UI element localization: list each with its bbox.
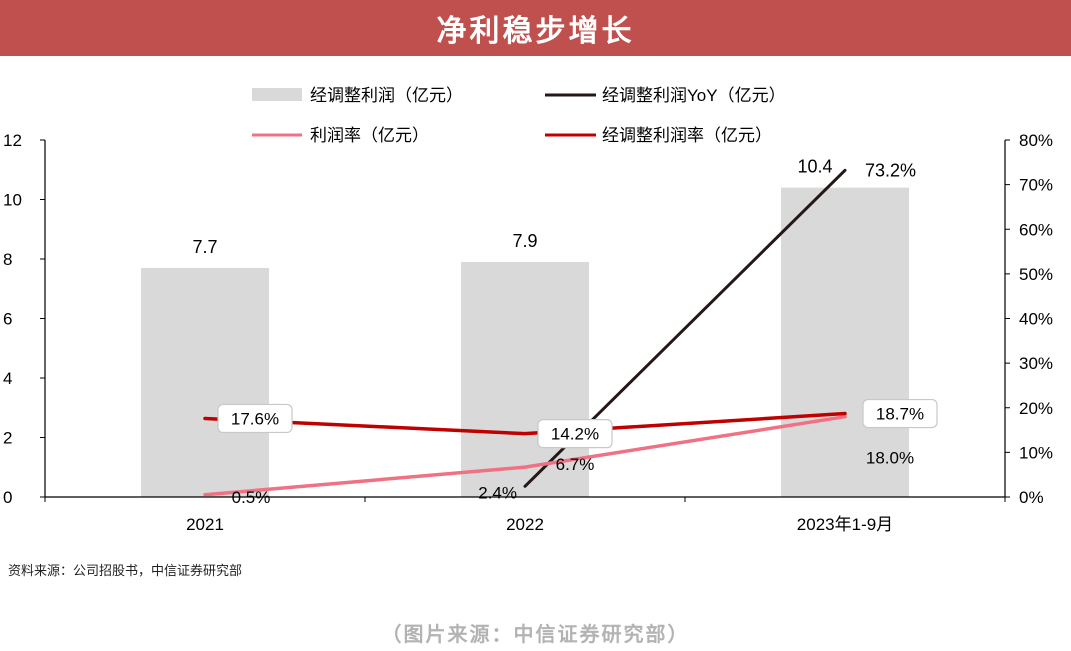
data-label: 73.2% [865,160,916,180]
title-banner: 净利稳步增长 [0,0,1071,56]
right-tick-label: 70% [1019,176,1053,195]
right-tick-label: 10% [1019,443,1053,462]
legend-label: 经调整利润率（亿元） [602,126,772,145]
data-label: 10.4 [797,157,832,177]
chart-title: 净利稳步增长 [436,14,635,49]
x-tick-label: 2023年1-9月 [797,515,893,534]
x-tick-label: 2022 [506,515,544,534]
right-tick-label: 80% [1019,131,1053,150]
left-tick-label: 10 [3,191,22,210]
right-tick-label: 20% [1019,399,1053,418]
image-caption: （图片来源：中信证券研究部） [381,622,690,646]
series-line [203,414,847,497]
left-tick-label: 12 [3,131,22,150]
right-tick-label: 40% [1019,310,1053,329]
source-note: 资料来源：公司招股书，中信证券研究部 [8,564,243,579]
data-label-box [217,403,293,434]
chart: 0 2 4 6 8 10 12 0% 10% 20% 30% 40% 50% 60% 70% 80% 2021 2… [3,86,1053,534]
data-label: 7.9 [512,231,537,251]
data-label-box [862,398,938,429]
right-tick-label: 30% [1019,354,1053,373]
data-label: 7.7 [192,237,217,257]
right-tick-label: 60% [1019,220,1053,239]
bar [461,261,589,497]
bar [781,187,909,497]
right-tick-label: 0% [1019,488,1044,507]
series-line [203,411,847,436]
data-label: 0.5% [232,488,271,507]
data-label: 17.6% [231,409,279,428]
x-tick-label: 2021 [186,515,224,534]
left-tick-label: 6 [3,310,12,329]
legend-label: 利润率（亿元） [310,126,429,145]
bar [141,267,269,497]
data-label-box [537,419,613,449]
left-tick-label: 2 [3,429,12,448]
left-tick-label: 0 [3,488,12,507]
data-label: 18.0% [866,449,914,468]
left-tick-label: 8 [3,250,12,269]
legend-swatch [252,88,302,101]
left-tick-label: 4 [3,369,12,388]
data-label: 2.4% [478,483,517,502]
right-tick-label: 50% [1019,265,1053,284]
legend-label: 经调整利润（亿元） [310,86,463,105]
data-label: 6.7% [556,455,595,474]
data-label: 14.2% [551,425,599,444]
data-label: 18.7% [876,405,924,424]
legend-label: 经调整利润YoY（亿元） [602,86,786,105]
